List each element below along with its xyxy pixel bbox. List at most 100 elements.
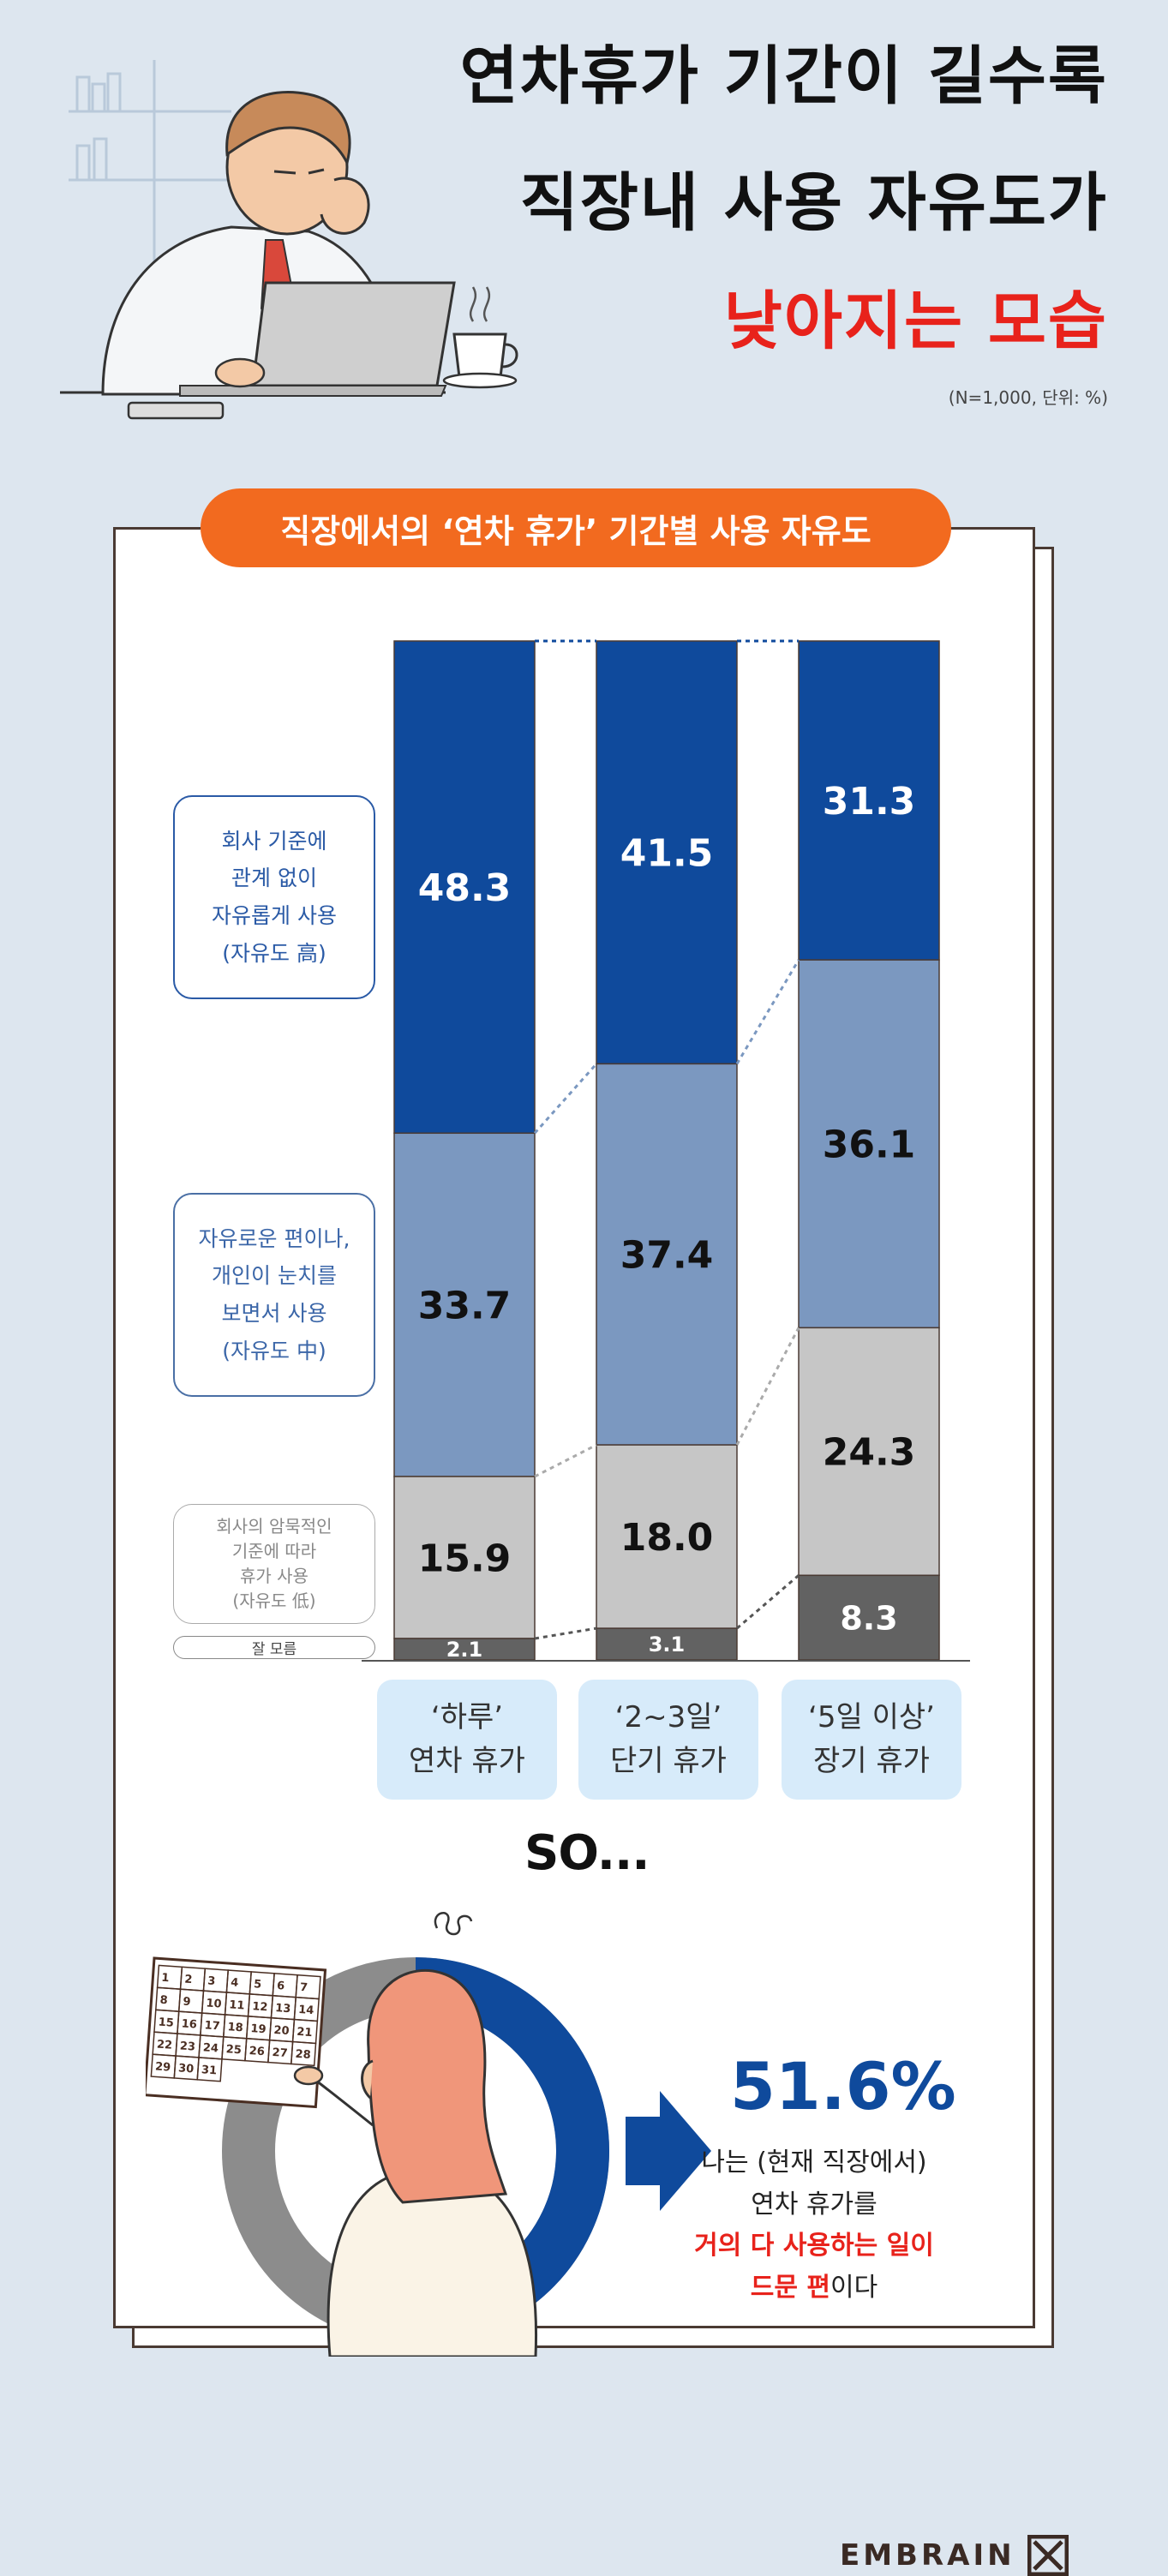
title-line-2: 직장내 사용 자유도가 bbox=[519, 166, 1108, 240]
bar-value-label: 15.9 bbox=[418, 1537, 512, 1580]
category-label-line: 장기 휴가 bbox=[813, 1744, 930, 1778]
bar-segment bbox=[393, 1638, 536, 1661]
calendar-day: 14 bbox=[298, 2004, 314, 2017]
legend-text: 회사의 암묵적인 bbox=[216, 1516, 332, 1537]
legend-text: (자유도 低) bbox=[232, 1591, 316, 1611]
calendar-day: 22 bbox=[156, 2038, 172, 2052]
calendar-day: 27 bbox=[272, 2046, 288, 2060]
title-line-3-highlight: 낮아지는 모습 bbox=[723, 285, 1108, 358]
category-label-line: ‘하루’ bbox=[430, 1700, 504, 1734]
calendar-day: 21 bbox=[296, 2026, 313, 2040]
brand-logo: EMBRAIN bbox=[840, 2535, 1069, 2576]
brand-mark-icon bbox=[1027, 2535, 1069, 2576]
bar-value-label: 31.3 bbox=[823, 780, 916, 824]
calendar-day: 2 bbox=[184, 1974, 193, 1987]
connector-line bbox=[533, 1063, 598, 1135]
bar-segment bbox=[596, 1444, 738, 1629]
summary-line-highlight: 드문 편 bbox=[750, 2272, 831, 2303]
legend-free-low: 회사의 암묵적인 기준에 따라 휴가 사용 (자유도 低) bbox=[173, 1504, 375, 1624]
calendar-day: 7 bbox=[299, 1981, 308, 1995]
legend-text: 잘 모름 bbox=[251, 1641, 297, 1658]
section-pill: 직장에서의 ‘연차 휴가’ 기간별 사용 자유도 bbox=[201, 488, 951, 567]
legend-text: 자유로운 편이나, bbox=[198, 1225, 350, 1251]
bar-value-label: 33.7 bbox=[418, 1284, 512, 1327]
bar-segment bbox=[798, 640, 940, 961]
brand-name: EMBRAIN bbox=[840, 2538, 1015, 2573]
calendar-day: 1 bbox=[161, 1972, 170, 1986]
bar-value-label: 41.5 bbox=[620, 832, 714, 876]
calendar-day: 16 bbox=[181, 2017, 197, 2031]
calendar-day: 28 bbox=[295, 2048, 311, 2062]
legend-unknown: 잘 모름 bbox=[173, 1636, 375, 1659]
bar-segment bbox=[798, 959, 940, 1329]
legend-text: 관계 없이 bbox=[231, 866, 317, 891]
summary-line: 나는 (현재 직장에서) bbox=[701, 2148, 927, 2178]
legend-free-mid: 자유로운 편이나, 개인이 눈치를 보면서 사용 (자유도 中) bbox=[173, 1193, 375, 1397]
legend-text: (자유도 中) bbox=[222, 1338, 326, 1363]
calendar-day: 18 bbox=[227, 2021, 243, 2034]
legend-text: 휴가 사용 bbox=[240, 1566, 308, 1586]
calendar-day: 25 bbox=[225, 2043, 242, 2057]
calendar-day: 3 bbox=[207, 1974, 216, 1988]
bar-value-label: 36.1 bbox=[823, 1123, 916, 1167]
legend-free-high: 회사 기준에 관계 없이 자유롭게 사용 (자유도 高) bbox=[173, 795, 375, 999]
legend-text: 보면서 사용 bbox=[221, 1301, 327, 1326]
calendar-day: 26 bbox=[249, 2045, 265, 2058]
legend-text: 회사 기준에 bbox=[221, 828, 327, 854]
bar-value-label: 24.3 bbox=[823, 1431, 916, 1475]
arrow-icon bbox=[626, 2091, 711, 2211]
bar-segment bbox=[798, 1327, 940, 1577]
bar-segment bbox=[393, 640, 536, 1135]
bar-segment bbox=[596, 1063, 738, 1446]
summary-line: 이다 bbox=[830, 2272, 878, 2303]
title-line-1: 연차휴가 기간이 길수록 bbox=[459, 39, 1108, 113]
connector-line bbox=[736, 1574, 800, 1630]
summary-line-highlight: 거의 다 사용하는 일이 bbox=[694, 2231, 934, 2261]
calendar-day: 13 bbox=[275, 2002, 291, 2016]
so-text: SO... bbox=[524, 1825, 650, 1881]
legend-text: 개인이 눈치를 bbox=[212, 1263, 337, 1289]
bar-value-label: 48.3 bbox=[418, 866, 512, 910]
bar-value-label: 3.1 bbox=[649, 1632, 686, 1656]
calendar-cell bbox=[196, 2057, 223, 2082]
calendar-day: 17 bbox=[204, 2019, 220, 2033]
bar-value-label: 37.4 bbox=[620, 1234, 714, 1278]
category-label-1day: ‘하루’ 연차 휴가 bbox=[377, 1680, 557, 1800]
summary-description: 나는 (현재 직장에서) 연차 휴가를 거의 다 사용하는 일이 드문 편이다 bbox=[668, 2142, 960, 2309]
bar-segment bbox=[596, 1627, 738, 1661]
summary-percentage: 51.6% bbox=[730, 2048, 956, 2124]
stacked-bar-chart: 48.3 33.7 15.9 2.1 41.5 37.4 18.0 3.1 31.3 36.1 24… bbox=[362, 639, 970, 1662]
bar-value-label: 8.3 bbox=[840, 1599, 897, 1637]
calendar-day: 30 bbox=[178, 2062, 195, 2076]
bar-segment bbox=[798, 1574, 940, 1661]
category-label-2-3days: ‘2~3일’ 단기 휴가 bbox=[578, 1680, 758, 1800]
category-label-5days: ‘5일 이상’ 장기 휴가 bbox=[782, 1680, 961, 1800]
category-label-line: ‘2~3일’ bbox=[614, 1700, 722, 1734]
legend-text: 자유롭게 사용 bbox=[212, 903, 337, 928]
calendar-day: 12 bbox=[252, 2000, 268, 2014]
calendar-day: 24 bbox=[202, 2041, 219, 2055]
category-label-line: ‘5일 이상’ bbox=[808, 1700, 935, 1734]
connector-line bbox=[534, 1626, 597, 1640]
calendar-day: 19 bbox=[250, 2022, 267, 2036]
header-illustration bbox=[60, 60, 518, 420]
calendar-cell bbox=[290, 2040, 317, 2067]
calendar-day: 5 bbox=[254, 1978, 262, 1992]
legend-text: (자유도 高) bbox=[222, 940, 326, 966]
source-note: (N=1,000, 단위: %) bbox=[948, 387, 1108, 408]
summary-line: 연차 휴가를 bbox=[751, 2189, 877, 2220]
category-label-line: 단기 휴가 bbox=[610, 1744, 727, 1778]
calendar-day: 11 bbox=[229, 1998, 245, 2012]
bar-segment bbox=[393, 1132, 536, 1477]
connector-line bbox=[534, 1443, 597, 1478]
bar-segment bbox=[596, 640, 738, 1065]
calendar-day: 31 bbox=[201, 2064, 217, 2077]
calendar-day: 10 bbox=[206, 1997, 222, 2010]
calendar-day: 29 bbox=[155, 2060, 171, 2074]
connector-line bbox=[735, 959, 800, 1065]
category-label-line: 연차 휴가 bbox=[409, 1744, 525, 1778]
calendar-day: 6 bbox=[277, 1980, 285, 1993]
connector-line bbox=[735, 1327, 800, 1446]
calendar-day: 4 bbox=[231, 1976, 239, 1990]
